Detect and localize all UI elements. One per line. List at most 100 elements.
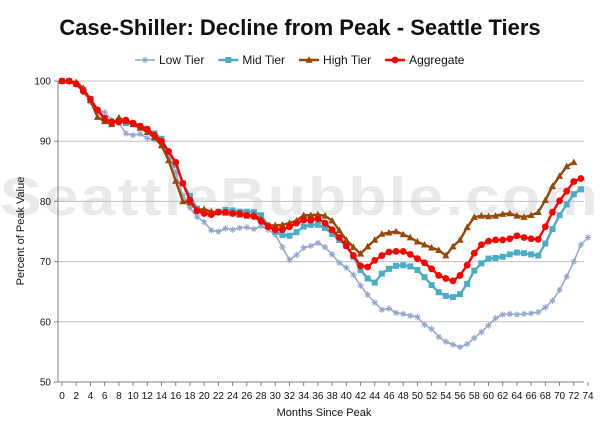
point-mid-tier: [286, 232, 293, 239]
point-mid-tier: [364, 275, 371, 282]
point-high-tier: [449, 242, 457, 250]
point-mid-tier: [293, 229, 300, 236]
point-low-tier: [364, 291, 371, 298]
point-low-tier: [435, 333, 442, 341]
point-aggregate: [563, 187, 571, 195]
point-aggregate: [101, 114, 109, 122]
point-aggregate: [186, 196, 194, 204]
point-aggregate: [293, 219, 300, 227]
point-high-tier: [470, 213, 478, 220]
point-low-tier: [549, 297, 556, 304]
point-high-tier: [165, 156, 173, 164]
point-aggregate: [371, 256, 379, 264]
point-low-tier: [371, 299, 378, 306]
point-low-tier: [499, 311, 506, 318]
point-high-tier: [563, 162, 571, 170]
point-aggregate: [300, 216, 308, 224]
point-mid-tier: [371, 279, 378, 286]
point-low-tier: [321, 243, 329, 251]
point-mid-tier: [464, 280, 471, 287]
point-aggregate: [414, 255, 421, 262]
legend-label: Mid Tier: [242, 53, 285, 67]
point-aggregate: [463, 261, 471, 269]
point-mid-tier: [435, 289, 442, 296]
x-tick-label: 32: [284, 391, 296, 402]
x-tick-label: 30: [270, 391, 282, 402]
point-aggregate: [342, 242, 350, 250]
point-low-tier: [179, 192, 187, 199]
point-aggregate: [556, 197, 563, 205]
point-high-tier: [499, 210, 507, 217]
point-low-tier: [471, 334, 478, 342]
point-aggregate: [577, 175, 585, 182]
point-aggregate: [328, 226, 336, 234]
point-low-tier: [392, 309, 400, 316]
point-low-tier: [584, 234, 592, 241]
point-mid-tier: [563, 201, 570, 208]
point-aggregate: [456, 272, 464, 279]
point-high-tier: [278, 221, 286, 228]
point-high-tier: [413, 237, 422, 245]
legend-swatch-marker: [225, 57, 232, 63]
point-mid-tier: [471, 267, 478, 274]
x-axis-title: Months Since Peak: [277, 407, 372, 419]
point-high-tier: [484, 212, 493, 220]
point-high-tier: [420, 240, 429, 248]
point-low-tier: [279, 243, 286, 251]
legend-label: Low Tier: [159, 53, 204, 67]
point-high-tier: [385, 228, 393, 236]
point-low-tier: [414, 313, 421, 321]
point-high-tier: [570, 158, 578, 166]
point-low-tier: [186, 204, 194, 211]
point-aggregate: [335, 234, 343, 241]
point-aggregate: [307, 216, 315, 224]
point-high-tier: [356, 249, 365, 257]
x-tick-label: 16: [170, 391, 182, 402]
point-aggregate: [278, 226, 286, 234]
point-aggregate: [321, 219, 329, 227]
point-mid-tier: [535, 252, 542, 259]
x-tick-label: 60: [483, 391, 495, 402]
watermark: SeattleBubble.com: [0, 167, 600, 227]
legend-item-aggregate: Aggregate: [385, 53, 465, 67]
point-aggregate: [477, 241, 485, 249]
point-aggregate: [207, 211, 215, 219]
point-mid-tier: [428, 282, 435, 289]
x-tick-label: 6: [102, 391, 108, 402]
point-high-tier: [328, 216, 336, 224]
point-aggregate: [158, 137, 165, 145]
point-low-tier: [378, 306, 386, 313]
point-mid-tier: [449, 294, 456, 301]
point-mid-tier: [478, 260, 485, 267]
point-high-tier: [456, 236, 464, 243]
point-high-tier: [307, 211, 315, 219]
point-aggregate: [236, 210, 244, 217]
point-high-tier: [442, 251, 450, 259]
point-aggregate: [94, 106, 101, 114]
point-high-tier: [548, 182, 557, 190]
point-aggregate: [364, 263, 372, 271]
point-low-tier: [136, 130, 144, 138]
point-aggregate: [72, 80, 80, 88]
point-high-tier: [314, 210, 322, 218]
point-aggregate: [385, 248, 393, 256]
x-tick-label: 2: [73, 391, 79, 402]
x-tick-label: 34: [298, 391, 310, 402]
point-aggregate: [136, 122, 144, 130]
x-tick-label: 26: [241, 391, 253, 402]
x-tick-label: 22: [213, 391, 225, 402]
series-aggregate: [58, 77, 585, 285]
point-aggregate: [470, 249, 478, 257]
legend-swatch-marker: [391, 56, 399, 64]
x-tick-label: 68: [540, 391, 552, 402]
x-tick-label: 64: [511, 391, 523, 402]
point-aggregate: [172, 158, 180, 166]
point-aggregate: [79, 87, 87, 95]
point-low-tier: [449, 341, 457, 348]
point-high-tier: [463, 223, 471, 231]
point-mid-tier: [542, 240, 549, 247]
point-low-tier: [336, 259, 343, 267]
legend-swatch-marker: [305, 56, 313, 63]
